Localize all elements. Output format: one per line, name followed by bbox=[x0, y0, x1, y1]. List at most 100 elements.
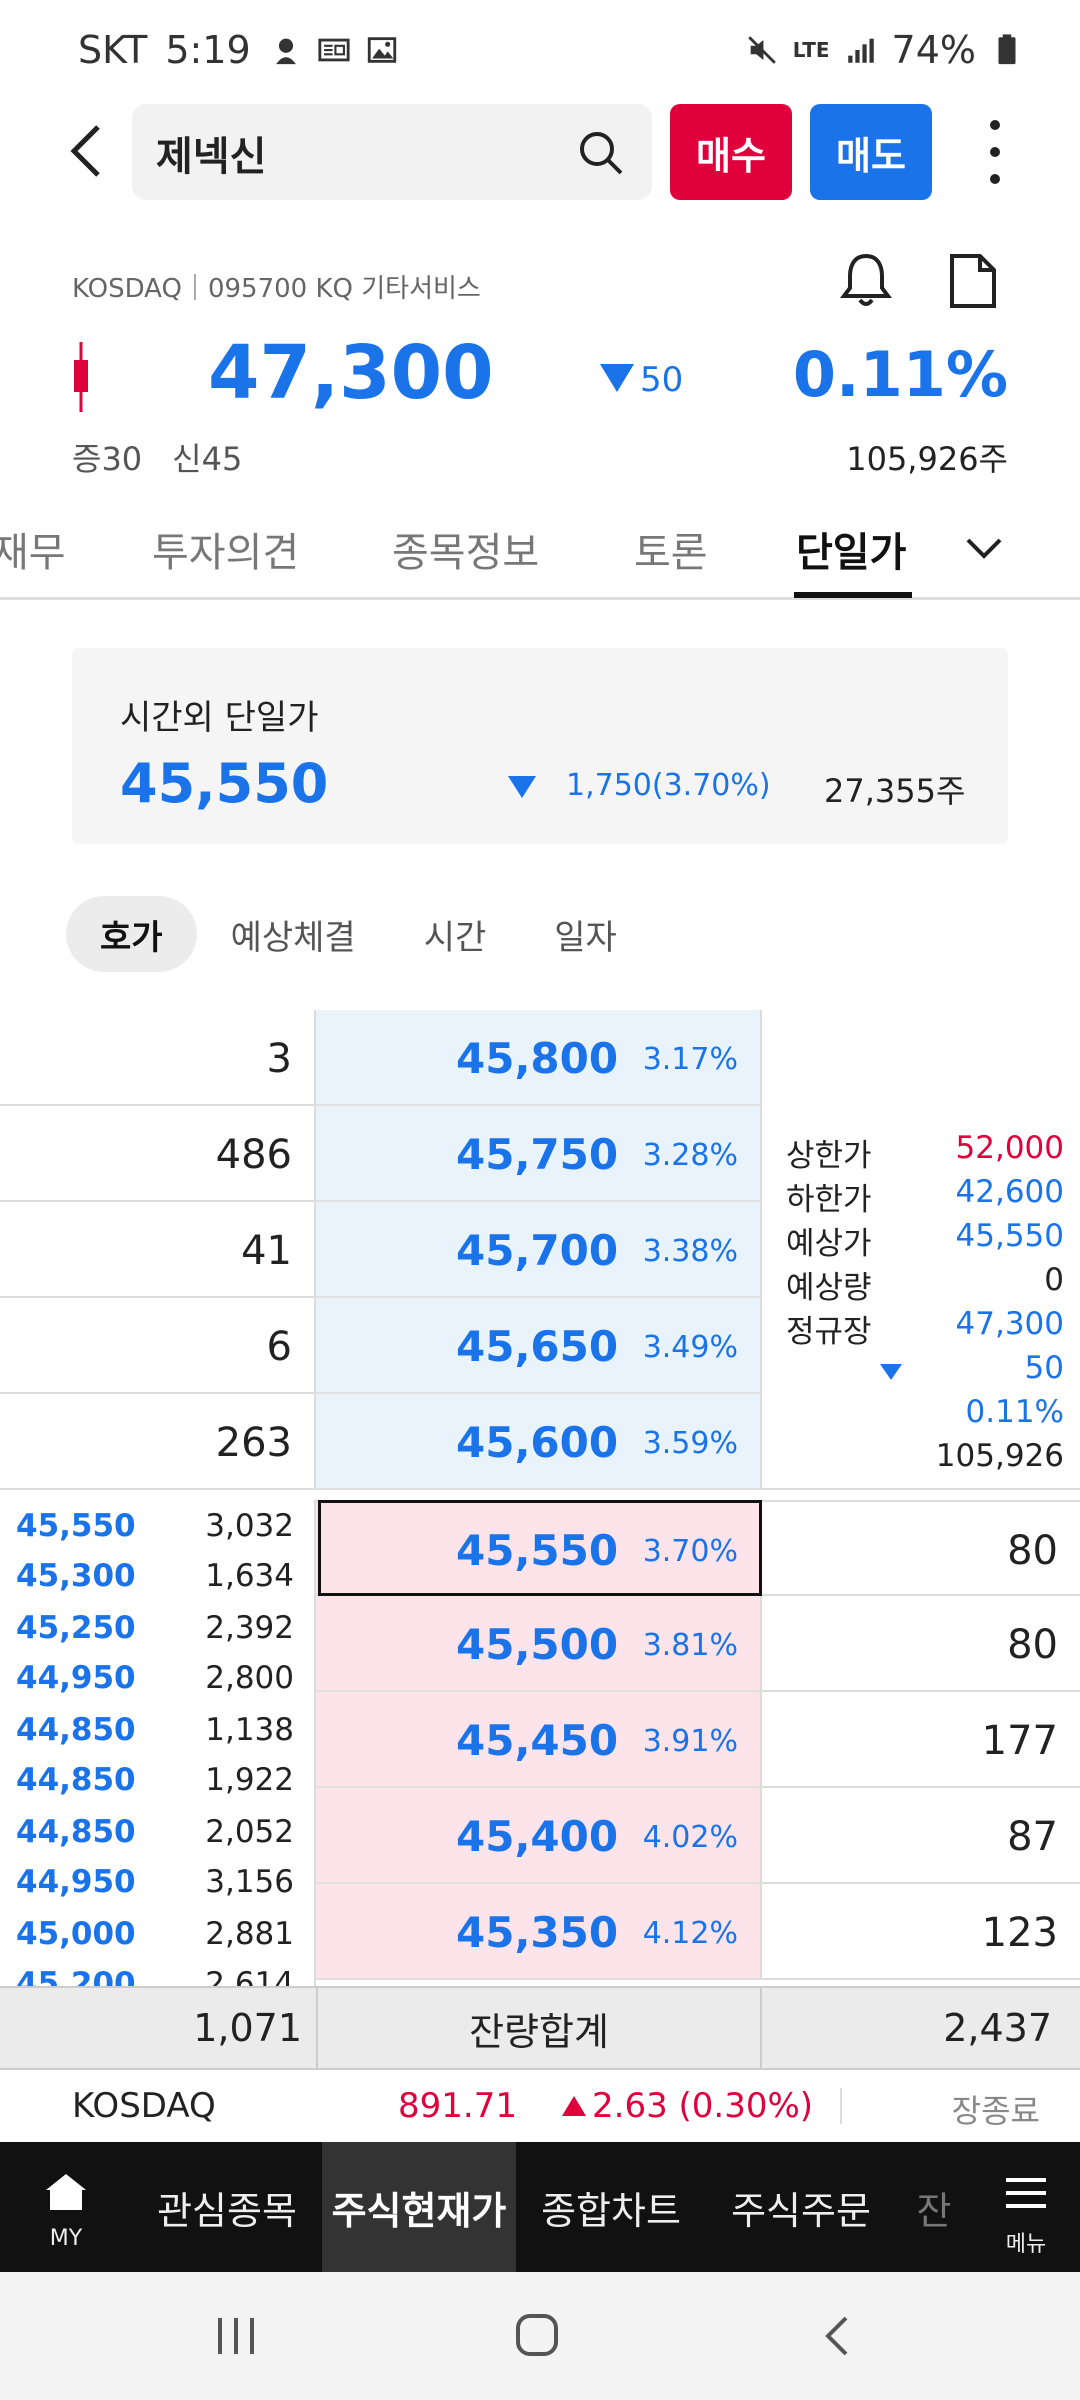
bid-pct: 4.02% bbox=[642, 1820, 738, 1855]
trade-volume: 105,926주 bbox=[846, 440, 1008, 478]
more-options-icon[interactable] bbox=[975, 116, 1015, 188]
trade-item: 45,000 2,881 bbox=[0, 1916, 314, 1966]
search-icon[interactable] bbox=[576, 128, 626, 178]
upper-limit-value: 52,000 bbox=[955, 1130, 1064, 1166]
stock-search-field[interactable]: 제넥신 bbox=[132, 104, 652, 200]
bell-icon[interactable] bbox=[838, 250, 894, 310]
sell-button[interactable]: 매도 bbox=[810, 104, 932, 200]
tab-single-price[interactable]: 단일가 bbox=[796, 530, 907, 576]
after-hours-price: 45,550 bbox=[120, 752, 329, 815]
nav-watchlist[interactable]: 관심종목 bbox=[157, 2188, 297, 2233]
ask-row[interactable]: 3 45,800 3.17% bbox=[0, 1010, 1080, 1106]
trade-item: 44,850 2,052 bbox=[0, 1814, 314, 1864]
battery-icon bbox=[998, 34, 1016, 65]
price-change: 50 bbox=[640, 360, 684, 400]
expected-volume-label: 예상량 bbox=[786, 1270, 872, 1306]
lower-limit-value: 42,600 bbox=[955, 1174, 1064, 1210]
orderbook-totals: 1,071 잔량합계 2,437 bbox=[0, 1986, 1080, 2070]
after-hours-summary: 시간외 단일가 45,550 1,750(3.70%) 27,355주 bbox=[72, 648, 1008, 844]
bid-qty: 80 bbox=[1007, 1528, 1058, 1574]
nav-chart[interactable]: 종합차트 bbox=[541, 2188, 681, 2233]
tab-stock-info[interactable]: 종목정보 bbox=[392, 530, 540, 576]
trade-item: 45,250 2,392 bbox=[0, 1610, 314, 1660]
index-value: 891.71 bbox=[398, 2086, 517, 2126]
bid-qty: 87 bbox=[1007, 1814, 1058, 1860]
trade-qty: 2,614 bbox=[205, 1966, 294, 1986]
nav-my-home[interactable]: MY bbox=[0, 2142, 132, 2272]
margin-credit-info: 증30 신45 bbox=[72, 434, 242, 480]
ask-row[interactable]: 486 45,750 3.28% bbox=[0, 1106, 1080, 1202]
margin-rate: 증30 bbox=[72, 440, 143, 478]
ask-pct: 3.38% bbox=[642, 1234, 738, 1269]
upper-limit-label: 상한가 bbox=[786, 1138, 872, 1174]
candle-icon bbox=[74, 342, 88, 412]
nav-current-price[interactable]: 주식현재가 bbox=[322, 2142, 516, 2272]
bid-row[interactable]: 45,500 3.81% 80 bbox=[0, 1596, 1080, 1692]
back-arrow-icon bbox=[70, 125, 100, 177]
up-arrow-icon bbox=[562, 2096, 586, 2116]
trade-item: 44,950 3,156 bbox=[0, 1864, 314, 1914]
menu-button[interactable]: 메뉴 bbox=[972, 2142, 1080, 2272]
system-home-icon[interactable] bbox=[514, 2312, 560, 2358]
orderbook: 3 45,800 3.17% 486 45,750 3.28% 41 45,700 3… bbox=[0, 1010, 1080, 1986]
ask-row[interactable]: 41 45,700 3.38% bbox=[0, 1202, 1080, 1298]
bid-pct: 3.81% bbox=[642, 1628, 738, 1663]
trade-qty: 1,634 bbox=[205, 1558, 294, 1594]
document-icon[interactable] bbox=[948, 252, 998, 310]
after-hours-volume: 27,355주 bbox=[824, 772, 966, 810]
trade-item: 45,300 1,634 bbox=[0, 1558, 314, 1608]
ask-price: 45,650 bbox=[456, 1322, 619, 1371]
bid-price: 45,500 bbox=[456, 1620, 619, 1669]
ask-price: 45,800 bbox=[456, 1034, 619, 1083]
ask-price: 45,750 bbox=[456, 1130, 619, 1179]
subtab-time[interactable]: 시간 bbox=[423, 917, 487, 958]
nav-my-label: MY bbox=[49, 2226, 83, 2251]
trade-qty: 2,392 bbox=[205, 1610, 294, 1646]
trade-qty: 3,032 bbox=[205, 1508, 294, 1544]
after-hours-change: 1,750(3.70%) bbox=[566, 768, 771, 803]
trade-price: 44,850 bbox=[16, 1762, 136, 1798]
tab-discussion[interactable]: 토론 bbox=[634, 530, 708, 576]
trade-price: 45,000 bbox=[16, 1916, 136, 1952]
market-index-bar[interactable]: KOSDAQ 891.71 2.63 (0.30%) 장종료 bbox=[0, 2070, 1080, 2142]
status-bar: SKT 5:19 LTE 74% bbox=[0, 0, 1080, 96]
tab-investment-opinion[interactable]: 투자의견 bbox=[152, 530, 300, 576]
ask-row[interactable]: 263 45,600 3.59% bbox=[0, 1394, 1080, 1490]
price-info-panel: 상한가 52,000 하한가 42,600 예상가 45,550 예상량 0 정규장 47… bbox=[762, 1106, 1080, 1500]
nav-order[interactable]: 주식주문 bbox=[731, 2188, 871, 2233]
subtab-quotes[interactable]: 호가 bbox=[66, 896, 197, 972]
chevron-down-icon[interactable] bbox=[964, 534, 1004, 564]
nav-overflow-item[interactable]: 잔 bbox=[916, 2188, 952, 2233]
system-nav-bar bbox=[0, 2272, 1080, 2400]
trade-item: 44,950 2,800 bbox=[0, 1660, 314, 1710]
ask-total: 1,071 bbox=[193, 2006, 302, 2050]
subtab-expected-fill[interactable]: 예상체결 bbox=[230, 917, 356, 958]
hamburger-menu-icon bbox=[1006, 2178, 1046, 2208]
regular-session-pct: 0.11% bbox=[965, 1394, 1064, 1430]
bid-row[interactable]: 45,350 4.12% 123 bbox=[0, 1884, 1080, 1980]
back-button[interactable] bbox=[58, 116, 114, 186]
buy-button[interactable]: 매수 bbox=[670, 104, 792, 200]
subtab-daily[interactable]: 일자 bbox=[554, 917, 617, 958]
after-hours-title: 시간외 단일가 bbox=[120, 698, 319, 738]
bid-row[interactable]: 45,450 3.91% 177 bbox=[0, 1692, 1080, 1788]
system-back-icon[interactable] bbox=[822, 2314, 850, 2358]
ask-row[interactable]: 6 45,650 3.49% bbox=[0, 1298, 1080, 1394]
expected-price-label: 예상가 bbox=[786, 1226, 872, 1262]
ask-qty: 6 bbox=[266, 1324, 292, 1370]
bid-row[interactable]: 45,400 4.02% 87 bbox=[0, 1788, 1080, 1884]
bid-price: 45,400 bbox=[456, 1812, 619, 1861]
ask-qty: 486 bbox=[215, 1132, 292, 1178]
regular-session-label: 정규장 bbox=[786, 1314, 872, 1350]
clock: 5:19 bbox=[165, 28, 251, 72]
bid-price: 45,450 bbox=[456, 1716, 619, 1765]
home-icon bbox=[46, 2174, 86, 2210]
trade-price: 45,300 bbox=[16, 1558, 136, 1594]
carrier-label: SKT bbox=[78, 28, 148, 72]
recent-apps-icon[interactable] bbox=[214, 2316, 258, 2356]
app-header: 제넥신 매수 매도 bbox=[0, 96, 1080, 208]
bid-pct: 3.91% bbox=[642, 1724, 738, 1759]
bottom-nav: MY 관심종목 주식현재가 종합차트 주식주문 잔 메뉴 bbox=[0, 2142, 1080, 2272]
tab-finance[interactable]: 재무 bbox=[0, 530, 66, 576]
lower-limit-label: 하한가 bbox=[786, 1182, 872, 1218]
